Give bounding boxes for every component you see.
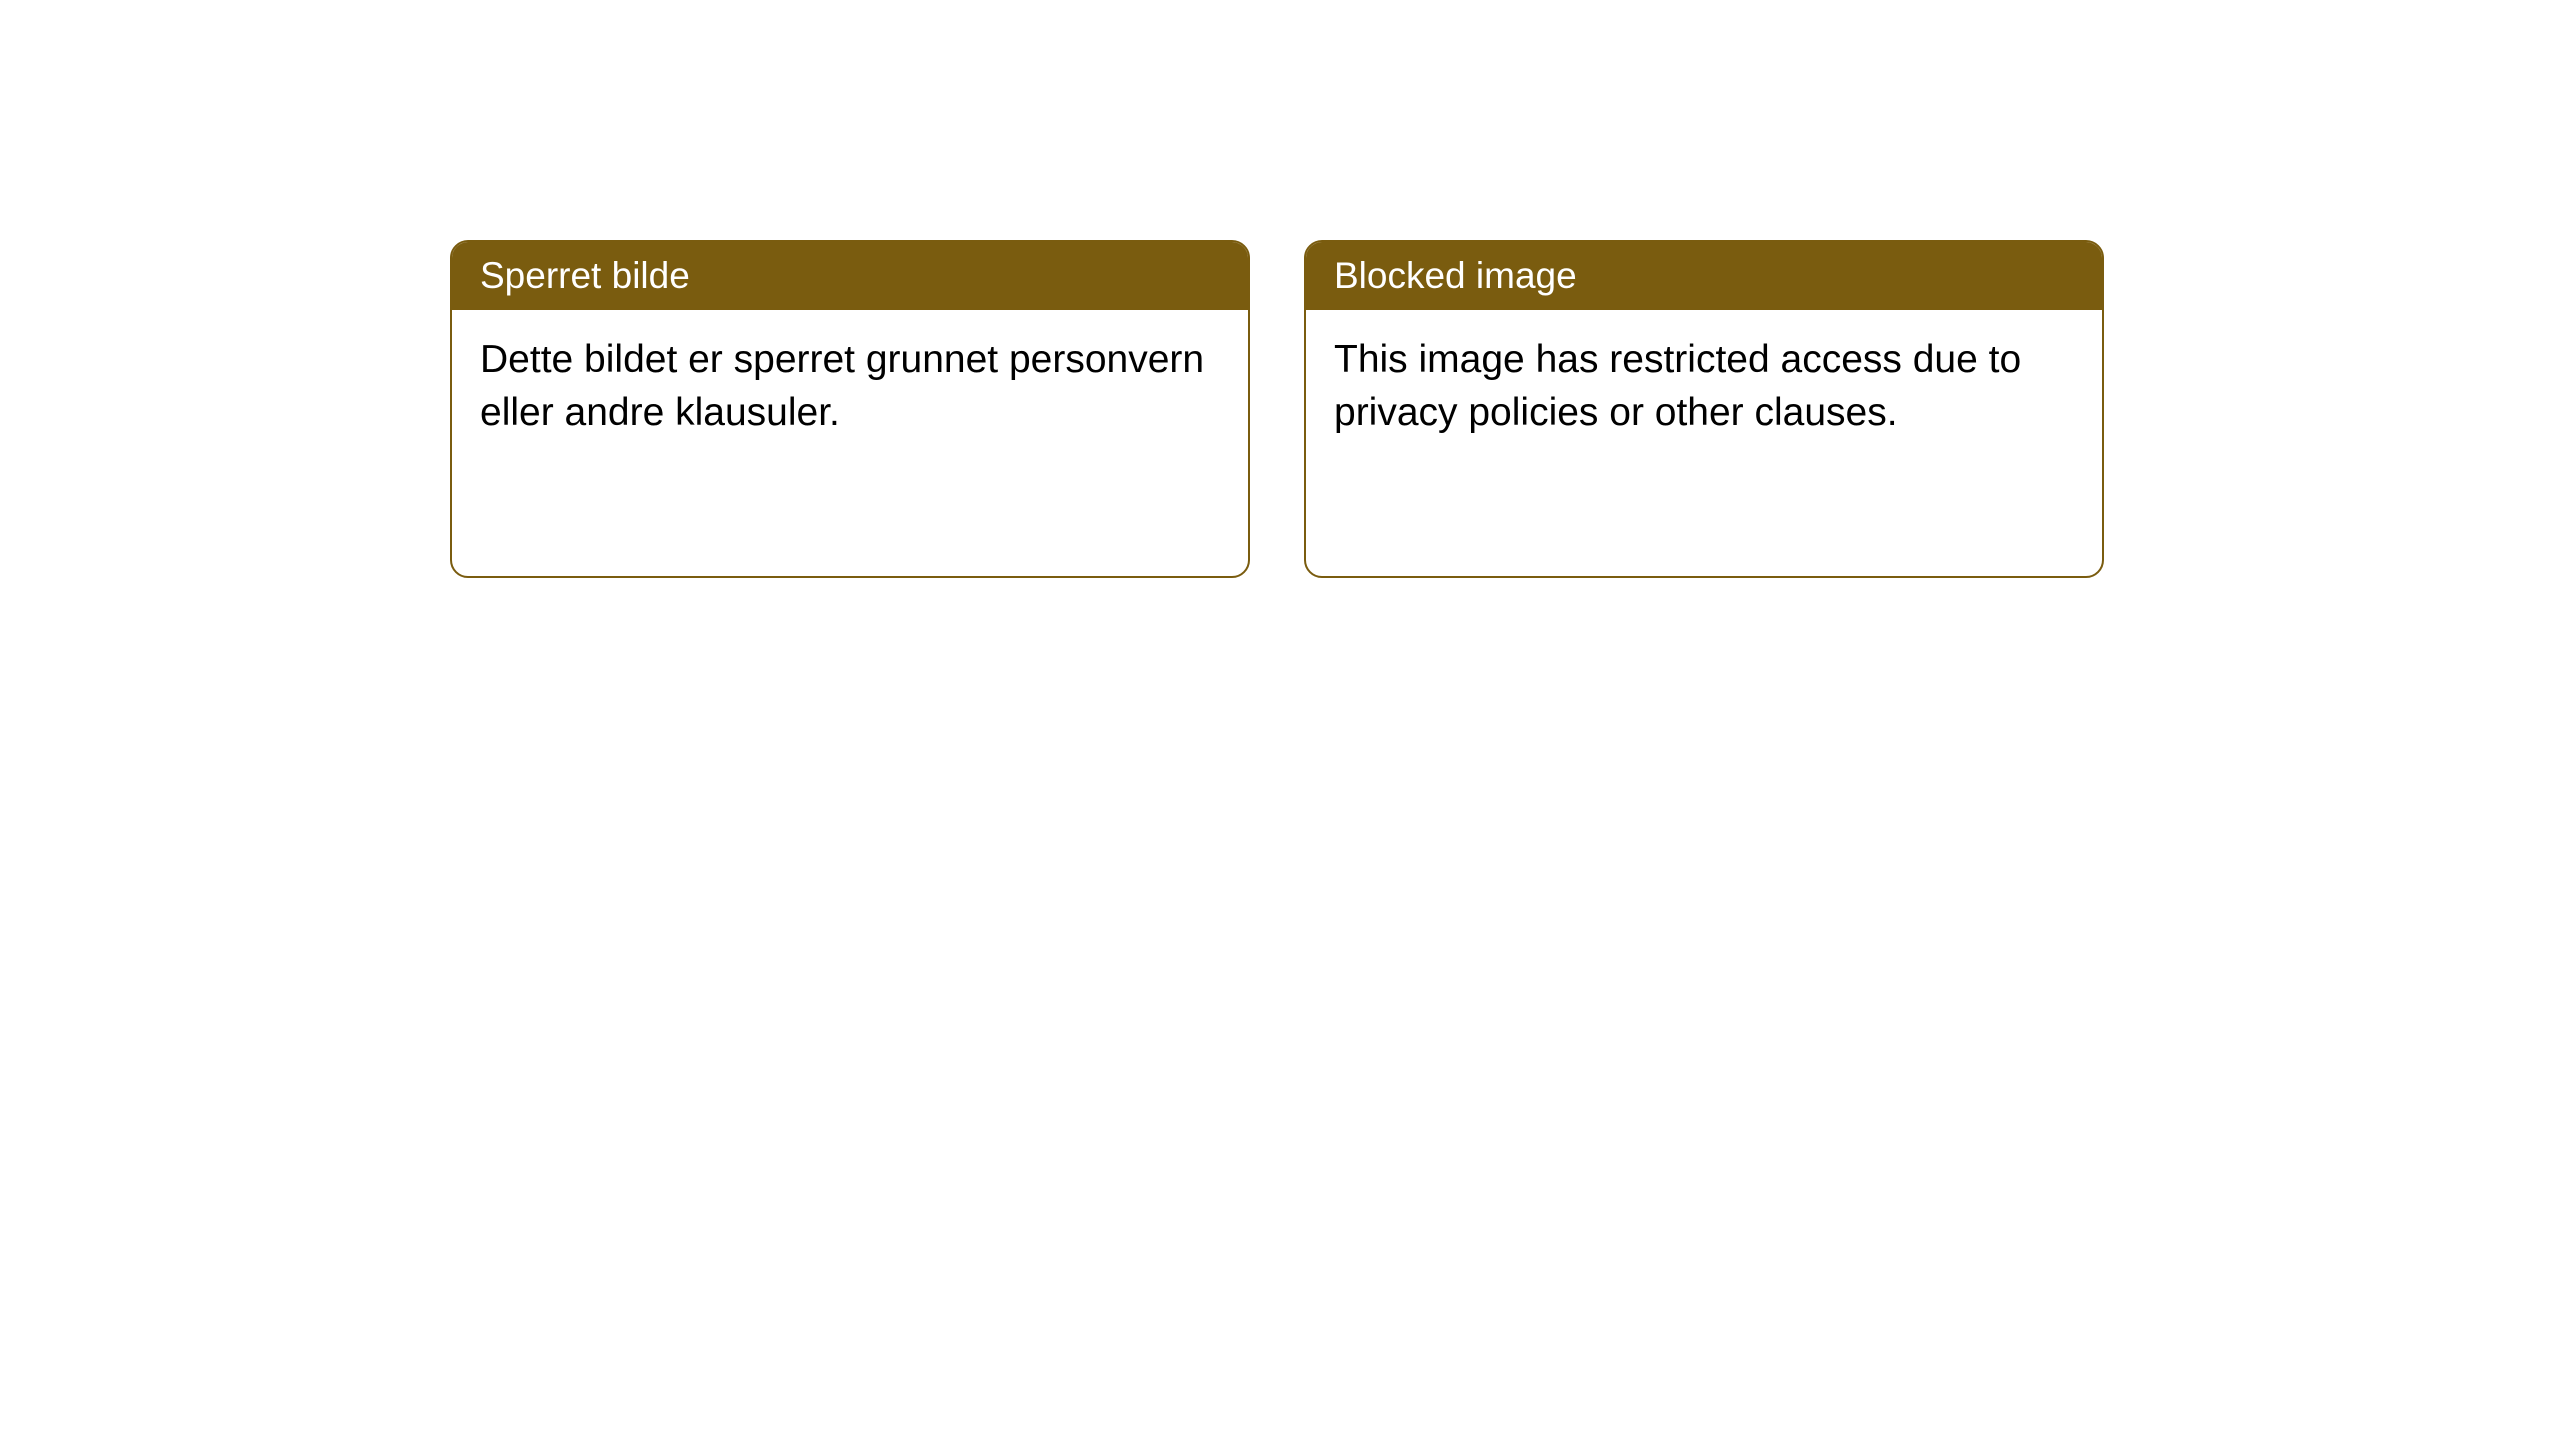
notice-container: Sperret bilde Dette bildet er sperret gr… — [0, 0, 2560, 578]
notice-text-english: This image has restricted access due to … — [1334, 338, 2021, 434]
notice-header-norwegian: Sperret bilde — [452, 242, 1248, 310]
notice-body-norwegian: Dette bildet er sperret grunnet personve… — [452, 310, 1248, 463]
notice-header-english: Blocked image — [1306, 242, 2102, 310]
notice-text-norwegian: Dette bildet er sperret grunnet personve… — [480, 338, 1204, 434]
notice-title-norwegian: Sperret bilde — [480, 255, 690, 296]
notice-body-english: This image has restricted access due to … — [1306, 310, 2102, 463]
notice-card-english: Blocked image This image has restricted … — [1304, 240, 2104, 578]
notice-card-norwegian: Sperret bilde Dette bildet er sperret gr… — [450, 240, 1250, 578]
notice-title-english: Blocked image — [1334, 255, 1577, 296]
